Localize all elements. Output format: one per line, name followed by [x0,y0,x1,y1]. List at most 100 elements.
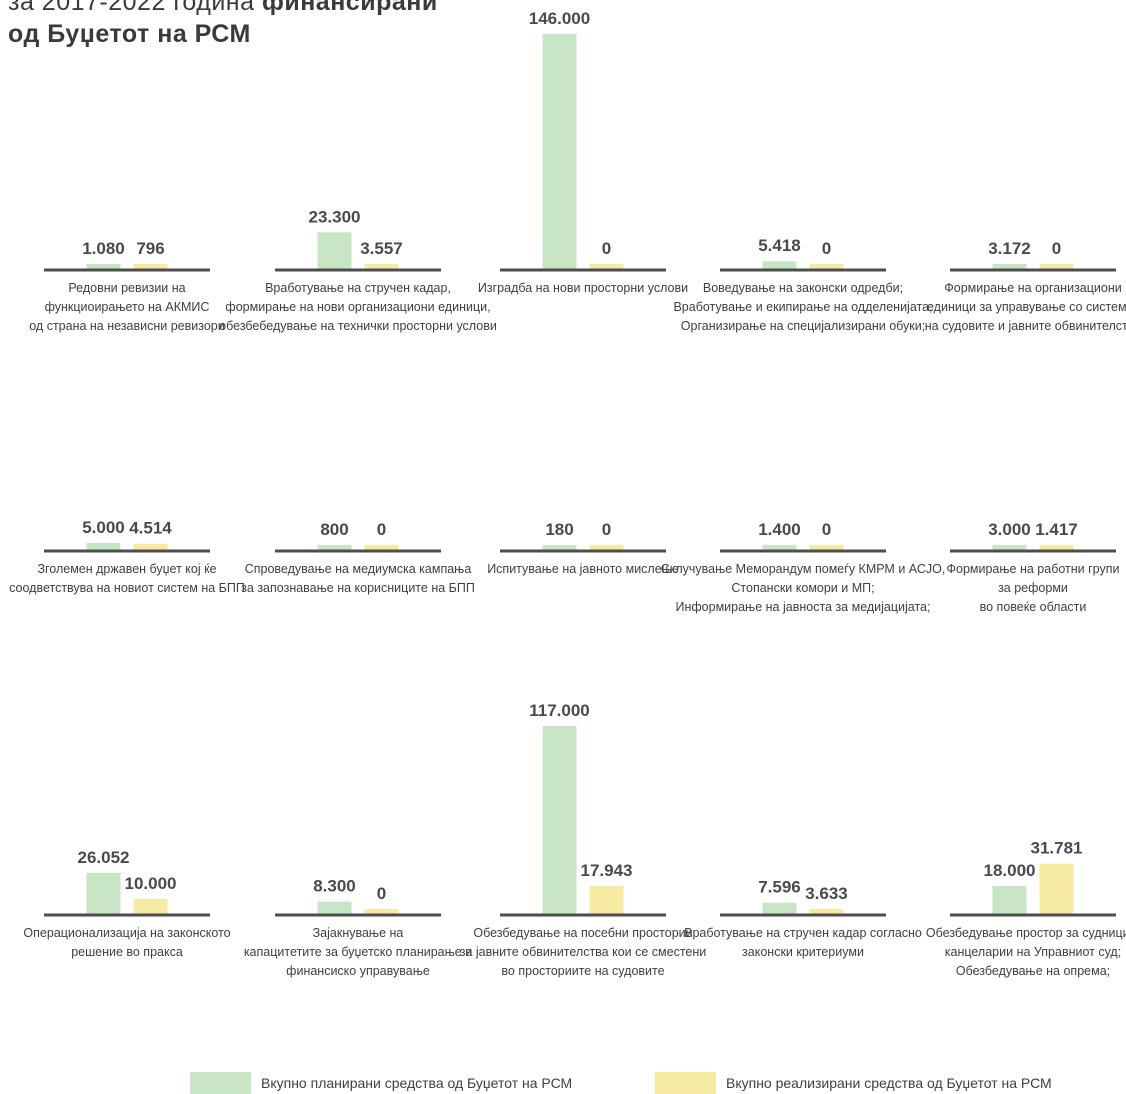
chart-caption-line: формирање на нови организациони единици, [225,300,490,314]
chart-caption-line: за реформи [998,581,1068,595]
chart-caption-line: Испитување на јавното мислење [487,562,679,576]
chart-caption-line: функциоирањето на АКМИС [45,300,210,314]
chart-title: за 2017-2022 година финансирани од Буџет… [8,0,438,50]
bar-realized [364,909,399,915]
bar-realized [364,264,399,270]
legend-label-realized: Вкупно реализирани средства од Буџетот н… [726,1075,1052,1091]
chart-caption-line: обезбебедување на технички просторни усл… [219,319,497,333]
bar-value-planned: 3.000 [988,520,1031,539]
bar-value-planned: 5.000 [82,518,125,537]
bar-planned [992,885,1027,915]
bar-realized [133,898,168,915]
legend-swatch-realized [655,1072,716,1094]
bar-value-realized: 31.781 [1031,839,1083,858]
chart-caption-line: финансиско управување [286,964,430,978]
bar-realized [364,545,399,551]
chart-caption-line: за запознавање на корисниците на БПП [241,581,475,595]
chart-caption-line: решение во пракса [71,945,183,959]
chart-2: 23.300 3.557 Вработување на стручен кадар,… [219,207,497,333]
bar-value-planned: 8.300 [313,877,356,896]
legend-label-planned: Вкупно планирани средства од Буџетот на … [261,1075,573,1091]
chart-caption-line: Обезбедување на опрема; [956,964,1110,978]
bar-realized [809,264,844,270]
chart-caption-line: во повеќе области [980,600,1087,614]
bar-realized [589,264,624,270]
chart-caption-line: канцеларии на Управниот суд; [945,945,1121,959]
bar-value-realized: 0 [822,239,831,258]
bar-planned [542,34,577,270]
title-line1-bold: финансирани [261,0,438,16]
bar-planned [762,902,797,915]
bar-planned [317,901,352,915]
chart-caption-line: соодветствува на новиот систем на БПП [9,581,245,595]
bar-planned [542,545,577,551]
bar-planned [317,232,352,270]
bar-realized [809,545,844,551]
chart-caption-line: Воведување на законски одредби; [703,281,903,295]
bar-value-realized: 0 [377,520,386,539]
chart-9: 1.400 0 Склучување Меморандум помеѓу КМРМ … [661,520,946,614]
chart-caption-line: Стопански комори и МП; [731,581,874,595]
bar-value-planned: 1.080 [82,239,125,258]
chart-12: 8.300 0 Зајакнување на капацитетите за буџе… [244,877,472,978]
bar-value-realized: 0 [602,239,611,258]
bar-value-realized: 1.417 [1035,520,1078,539]
chart-13: 117.000 17.943 Обезбедување на посебни про… [460,701,707,978]
bar-realized [1039,863,1074,915]
chart-1: 1.080 796 Редовни ревизии на функциоирањето… [29,239,224,333]
bar-realized [589,545,624,551]
chart-8: 180 0 Испитување на јавното мислење [487,520,679,576]
bar-planned [542,725,577,915]
legend-swatch-planned [190,1072,251,1094]
chart-caption-line: Зголемен државен буџет кој ќе [37,562,216,576]
chart-caption-line: во просториите на судовите [501,964,664,978]
chart-caption-line: Обезбедување на посебни простории [473,926,692,940]
chart-caption-line: за јавните обвинителства кои се сместени [460,945,707,959]
chart-6: 5.000 4.514 Зголемен државен буџет кој ќе с… [9,518,245,595]
chart-4: 5.418 0 Воведување на законски одредби; Вра… [673,236,932,333]
bar-planned [992,264,1027,270]
bar-realized [1039,545,1074,551]
bar-planned [317,545,352,551]
bar-realized [133,543,168,551]
chart-caption-line: единици за управување со системот [927,300,1126,314]
legend-item-planned: Вкупно планирани средства од Буџетот на … [190,1072,572,1094]
chart-caption-line: законски критериуми [742,945,864,959]
bar-planned [86,542,121,551]
bar-value-realized: 796 [136,239,164,258]
bar-value-realized: 0 [822,520,831,539]
bar-planned [86,872,121,915]
bar-realized [589,885,624,915]
chart-7: 800 0 Спроведување на медиумска кампања за … [241,520,475,595]
legend-item-realized: Вкупно реализирани средства од Буџетот н… [655,1072,1052,1094]
chart-caption-line: Вработување и екипирање на одделенијата; [673,300,932,314]
chart-11: 26.052 10.000 Операционализација на законс… [23,848,230,959]
chart-caption-line: Вработување на стручен кадар согласно [684,926,922,940]
chart-caption-line: Формирање на организациони [944,281,1122,295]
chart-caption-line: Вработување на стручен кадар, [265,281,451,295]
chart-caption-line: Организирање на специјализирани обуки; [681,319,925,333]
title-line2: од Буџетот на РСМ [8,20,251,48]
chart-caption-line: Обезбедување простор за судници и [926,926,1126,940]
bar-value-planned: 180 [545,520,573,539]
chart-3: 146.000 0 Изградба на нови просторни услов… [478,9,688,295]
bar-value-planned: 18.000 [984,861,1036,880]
chart-14: 7.596 3.633 Вработување на стручен кадар с… [684,878,922,959]
bar-planned [762,545,797,551]
bar-value-realized: 17.943 [581,861,633,880]
chart-caption-line: на судовите и јавните обвинителства [925,319,1126,333]
chart-10: 3.000 1.417 Формирање на работни групи за р… [947,520,1120,614]
chart-caption-line: Формирање на работни групи [947,562,1120,576]
bar-value-realized: 4.514 [129,519,172,538]
chart-caption-line: Операционализација на законското [23,926,230,940]
bar-realized [133,264,168,270]
bar-value-planned: 146.000 [529,9,590,28]
chart-caption-line: Редовни ревизии на [68,281,185,295]
bar-value-planned: 5.418 [758,236,801,255]
bar-value-realized: 0 [1052,239,1061,258]
bar-value-planned: 1.400 [758,520,801,539]
bar-value-planned: 26.052 [78,848,130,867]
bar-realized [809,909,844,915]
bar-value-planned: 800 [320,520,348,539]
